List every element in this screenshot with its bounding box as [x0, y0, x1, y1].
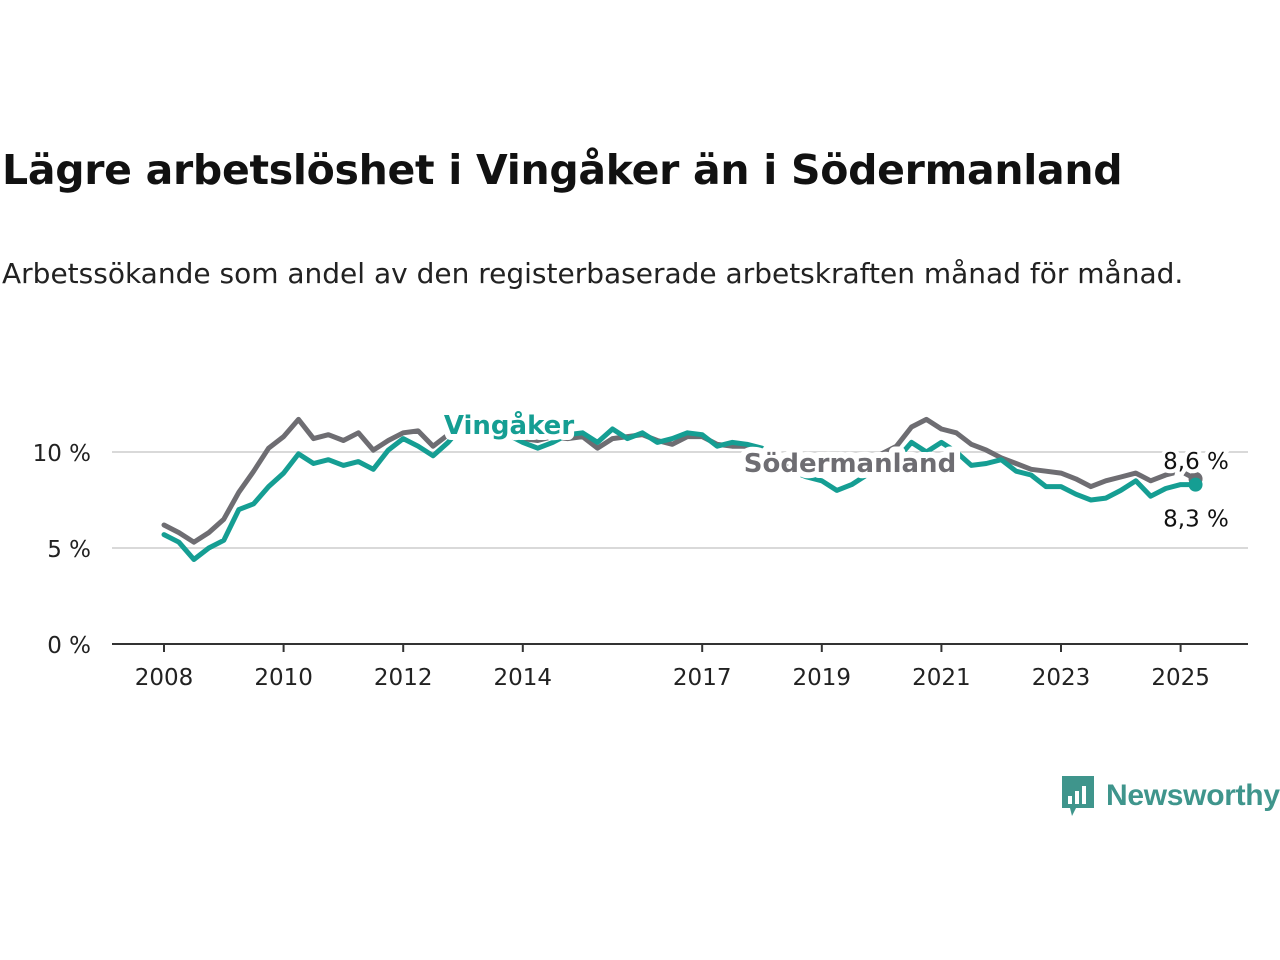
grid-lines — [112, 451, 1248, 549]
y-tick-label: 10 % — [33, 441, 91, 467]
chart-subtitle: Arbetssökande som andel av den registerb… — [2, 257, 1184, 290]
x-tick-label: 2017 — [673, 665, 732, 691]
x-tick-label: 2012 — [374, 665, 433, 691]
series-line-sodermanland — [161, 416, 1198, 545]
y-tick-label: 0 % — [47, 633, 91, 659]
x-tick-label: 2014 — [494, 665, 553, 691]
y-tick-label: 5 % — [47, 537, 91, 563]
x-tick-label: 2019 — [793, 665, 852, 691]
x-tick-label: 2023 — [1032, 665, 1091, 691]
y-axis-ticks: 0 % 5 % 10 % — [33, 441, 91, 659]
newsworthy-logo-text: Newsworthy — [1106, 779, 1280, 812]
chart-title: Lägre arbetslöshet i Vingåker än i Söder… — [2, 146, 1123, 194]
x-tick-label: 2010 — [254, 665, 313, 691]
series-line-vingaker — [161, 422, 1198, 562]
series-labels: Södermanland 8,6 % Vingåker 8,3 % — [438, 403, 1233, 537]
series-end-value-label: 8,6 % — [1163, 449, 1229, 475]
series-lines — [161, 416, 1203, 562]
series-end-marker — [1188, 477, 1203, 492]
x-axis-ticks: 2008 2010 2012 2014 2017 2019 2021 2023 2025 — [135, 644, 1210, 691]
series-name-label: Vingåker — [444, 409, 574, 441]
newsworthy-logo-icon — [1062, 776, 1094, 816]
x-tick-label: 2021 — [912, 665, 971, 691]
series-name-label: Södermanland — [744, 449, 956, 479]
series-end-value-label: 8,3 % — [1163, 507, 1229, 533]
x-tick-label: 2025 — [1151, 665, 1210, 691]
newsworthy-logo: Newsworthy — [1060, 774, 1280, 818]
x-tick-label: 2008 — [135, 665, 194, 691]
